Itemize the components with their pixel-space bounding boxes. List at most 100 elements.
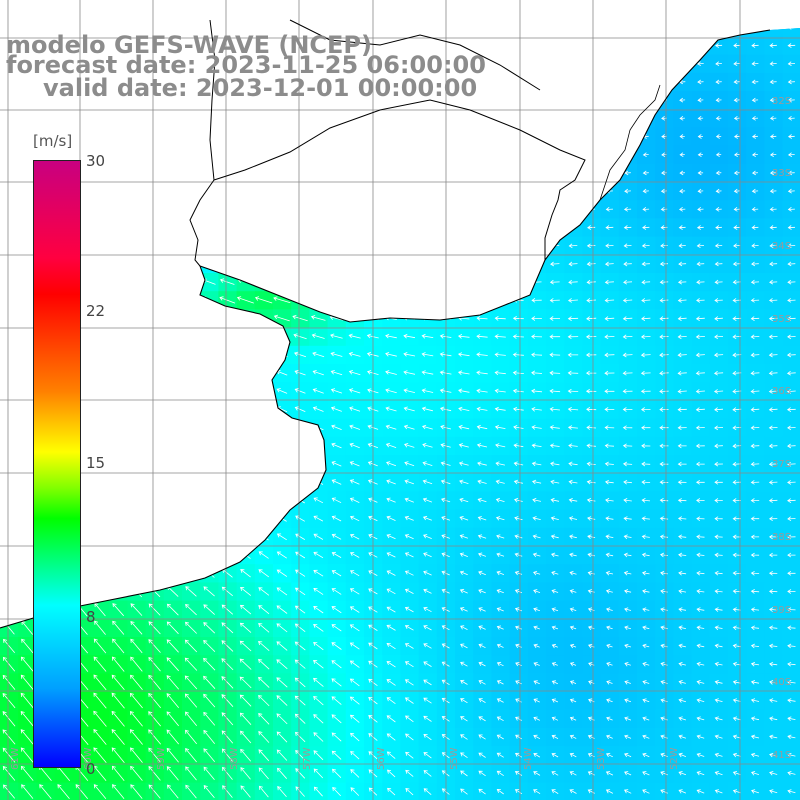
wind-arrow <box>184 693 198 708</box>
wind-arrow <box>623 243 632 249</box>
wind-arrow <box>569 570 577 576</box>
wind-arrow <box>294 388 306 394</box>
wind-arrow <box>313 551 324 559</box>
wind-arrow <box>349 642 360 650</box>
wind-arrow <box>459 497 469 503</box>
wind-arrow <box>624 752 632 758</box>
wind-speed-cell <box>491 782 511 800</box>
wind-arrow <box>111 765 125 781</box>
wind-arrow <box>421 333 434 339</box>
wind-arrow <box>750 334 760 340</box>
wind-arrow <box>404 443 415 448</box>
wind-arrow <box>787 279 796 285</box>
wind-arrow <box>678 643 686 649</box>
wind-arrow <box>294 731 306 743</box>
wind-speed-cell <box>200 782 219 800</box>
wind-arrow <box>641 498 651 503</box>
wind-arrow <box>640 334 651 340</box>
wind-arrow <box>587 716 595 721</box>
latitude-label: 38S <box>772 532 791 543</box>
wind-arrow <box>20 747 34 763</box>
wind-arrow <box>695 407 705 412</box>
wind-arrow <box>20 656 34 672</box>
wind-arrow <box>313 659 324 669</box>
wind-arrow <box>714 298 723 303</box>
wind-arrow <box>549 298 560 303</box>
wind-arrow <box>622 388 633 394</box>
wind-arrow <box>769 134 777 139</box>
wind-arrow <box>714 570 723 576</box>
wind-arrow <box>258 695 270 707</box>
wind-arrow <box>641 261 650 267</box>
wind-arrow <box>423 715 432 722</box>
wind-arrow <box>385 424 397 430</box>
wind-arrow <box>750 352 760 358</box>
wind-arrow <box>623 789 632 794</box>
wind-arrow <box>550 479 560 485</box>
wind-arrow <box>678 225 686 230</box>
wind-arrow <box>331 442 342 449</box>
wind-arrow <box>660 771 668 776</box>
wind-arrow <box>240 748 252 762</box>
wind-arrow <box>531 297 542 303</box>
wind-arrow <box>678 716 687 721</box>
wind-arrow <box>678 589 687 594</box>
wind-arrow <box>404 461 415 467</box>
wind-arrow <box>386 661 396 668</box>
wind-arrow <box>569 734 577 740</box>
wind-arrow <box>331 497 342 504</box>
wind-arrow <box>111 656 125 672</box>
wind-arrow <box>586 298 597 303</box>
wind-arrow <box>551 607 559 612</box>
wind-arrow <box>277 786 287 798</box>
wind-arrow <box>313 569 324 577</box>
wind-arrow <box>148 639 161 653</box>
wind-arrow <box>750 425 760 431</box>
wind-arrow <box>787 625 796 631</box>
wind-arrow <box>514 789 523 795</box>
wind-arrow <box>203 729 216 744</box>
wind-arrow <box>236 296 254 304</box>
wind-arrow <box>533 752 541 758</box>
wind-arrow <box>696 698 705 703</box>
wind-arrow <box>606 607 613 612</box>
wind-arrow <box>750 752 760 758</box>
wind-speed-cell <box>746 782 765 800</box>
wind-arrow <box>550 497 560 503</box>
wind-arrow <box>20 692 34 709</box>
wind-arrow <box>769 243 777 249</box>
wind-arrow <box>350 787 360 796</box>
wind-arrow <box>695 334 705 340</box>
wind-arrow <box>604 407 615 412</box>
wind-arrow <box>696 570 705 576</box>
wind-arrow <box>478 752 486 758</box>
wind-arrow <box>221 586 233 597</box>
wind-arrow <box>239 676 252 689</box>
wind-arrow <box>787 461 796 467</box>
wind-arrow <box>20 710 34 727</box>
wind-arrow <box>294 659 306 669</box>
wind-arrow <box>587 552 595 558</box>
wind-arrow <box>787 261 796 267</box>
wind-arrow <box>569 534 577 539</box>
wind-arrow <box>605 534 614 540</box>
wind-arrow <box>203 639 216 652</box>
wind-arrow <box>606 643 613 649</box>
wind-arrow <box>787 698 796 703</box>
wind-arrow <box>533 643 540 649</box>
wind-arrow <box>642 206 650 212</box>
wind-arrow <box>496 552 505 557</box>
wind-arrow <box>459 534 469 539</box>
wind-arrow <box>512 406 524 412</box>
wind-arrow <box>460 698 468 704</box>
wind-arrow <box>732 643 741 649</box>
wind-arrow <box>642 225 650 230</box>
wind-arrow <box>769 170 777 176</box>
wind-arrow <box>203 657 216 671</box>
wind-speed-cell <box>400 782 420 800</box>
longitude-label: 60W <box>83 747 94 770</box>
wind-arrow <box>478 680 486 685</box>
wind-arrow <box>460 716 468 722</box>
wind-arrow <box>587 516 596 521</box>
wind-arrow <box>606 625 613 631</box>
